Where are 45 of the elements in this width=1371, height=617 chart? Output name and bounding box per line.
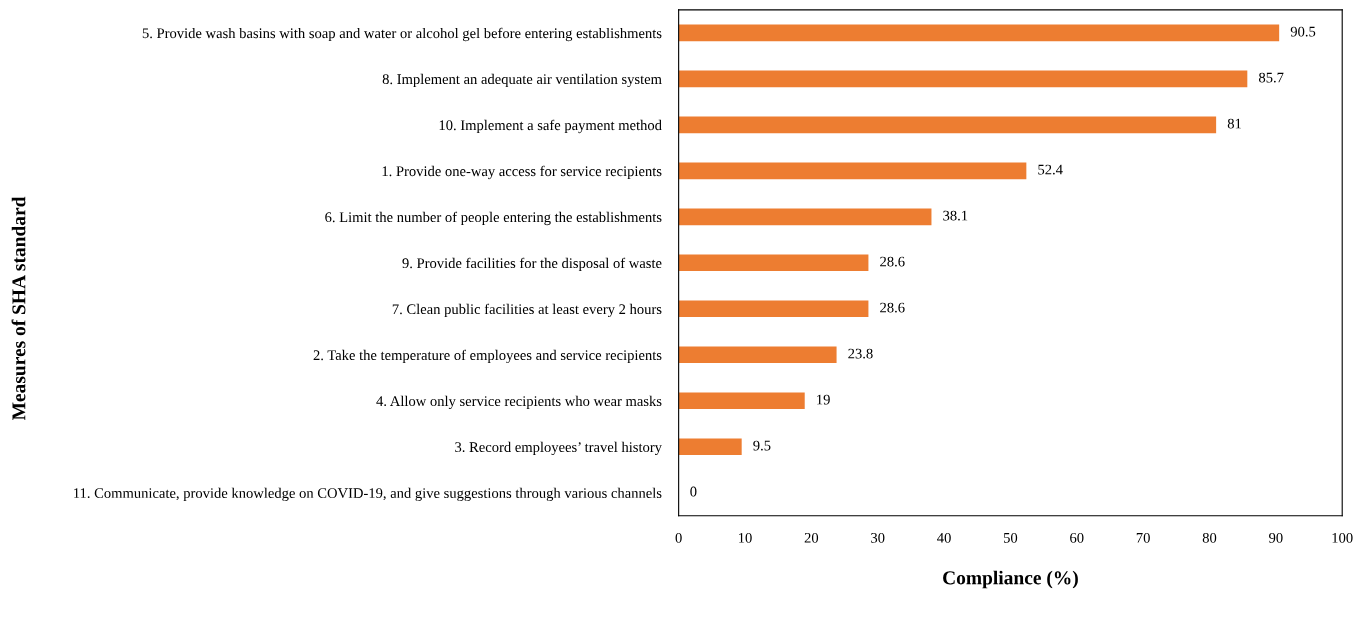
x-tick-label: 60: [1070, 532, 1084, 543]
bar: [678, 346, 837, 364]
y-tick-label: 9. Provide facilities for the disposal of waste: [402, 257, 662, 272]
x-tick-label: 80: [1202, 532, 1217, 543]
data-label: 52.4: [1038, 164, 1063, 175]
data-label: 28.6: [880, 256, 905, 267]
data-label: 28.6: [880, 302, 905, 313]
x-axis-title: Compliance (%): [943, 570, 1078, 589]
data-label: 81: [1227, 118, 1241, 129]
bar: [678, 392, 805, 410]
bar: [678, 70, 1248, 88]
x-tick-label: 70: [1136, 532, 1150, 543]
y-tick-label: 1. Provide one-way access for service recipients: [382, 165, 662, 180]
bar: [678, 438, 742, 456]
y-tick-label: 10. Implement a safe payment method: [439, 119, 662, 134]
data-label: 23.8: [848, 348, 873, 359]
y-tick-label: 4. Allow only service recipients who wear masks: [376, 395, 662, 410]
x-tick-label: 100: [1332, 532, 1353, 543]
y-tick-label: 2. Take the temperature of employees and service recipients: [313, 349, 662, 364]
y-tick-label: 5. Provide wash basins with soap and water or alcohol gel before entering establishments: [142, 27, 662, 42]
x-tick-label: 20: [804, 532, 819, 543]
bar: [678, 254, 869, 272]
data-label: 38.1: [943, 210, 968, 221]
y-axis-title: Measures of SHA standard: [11, 196, 26, 421]
data-label: 0: [690, 486, 697, 497]
bar: [678, 300, 869, 318]
y-tick-label: 8. Implement an adequate air ventilation system: [382, 73, 662, 88]
x-tick-label: 40: [937, 532, 951, 543]
bar: [678, 116, 1217, 134]
x-tick-label: 50: [1003, 532, 1018, 543]
bar: [678, 24, 1280, 42]
y-tick-label: 6. Limit the number of people entering the establishments: [325, 211, 662, 226]
data-label: 9.5: [753, 440, 771, 451]
y-tick-label: 3. Record employees’ travel history: [455, 441, 662, 456]
data-label: 90.5: [1290, 26, 1316, 37]
x-tick-label: 10: [738, 532, 752, 543]
bar: [678, 162, 1027, 180]
y-tick-label: 7. Clean public facilities at least every 2 hours: [392, 303, 662, 318]
bar: [678, 208, 932, 226]
x-tick-label: 90: [1269, 532, 1283, 543]
y-tick-label: 11. Communicate, provide knowledge on COVID-19, and give suggestions through various channels: [74, 487, 662, 502]
x-tick-label: 0: [675, 532, 682, 543]
data-label: 19: [817, 394, 830, 405]
x-tick-label: 30: [871, 532, 885, 543]
data-label: 85.7: [1258, 72, 1284, 83]
